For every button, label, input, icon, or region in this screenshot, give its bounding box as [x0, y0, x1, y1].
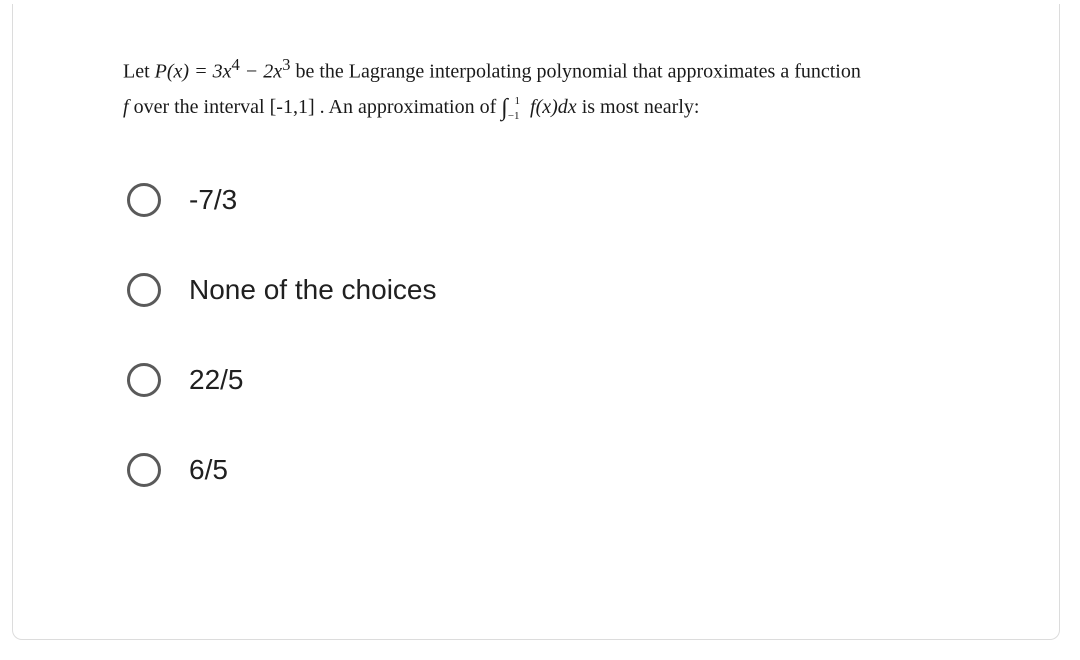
radio-icon[interactable] — [127, 273, 161, 307]
stem-text: Let — [123, 61, 155, 83]
poly-mid: − 2x — [240, 61, 282, 83]
option-2[interactable]: 22/5 — [127, 363, 999, 397]
integral-sign: ∫ — [501, 95, 508, 121]
option-3[interactable]: 6/5 — [127, 453, 999, 487]
question-stem: Let P(x) = 3x4 − 2x3 be the Lagrange int… — [123, 52, 973, 125]
exp-4: 4 — [231, 55, 239, 74]
poly-lhs: P(x) = 3x — [155, 61, 232, 83]
stem-tail: is most nearly: — [577, 96, 700, 118]
radio-icon[interactable] — [127, 453, 161, 487]
stem-mid1: be the Lagrange interpolating polynomial… — [290, 61, 860, 83]
int-lower: −1 — [508, 110, 520, 122]
question-card: Let P(x) = 3x4 − 2x3 be the Lagrange int… — [12, 4, 1060, 640]
int-upper: 1 — [515, 95, 521, 107]
stem-mid2: over the interval [-1,1] . An approximat… — [129, 96, 502, 118]
option-label: -7/3 — [189, 184, 237, 216]
option-label: 22/5 — [189, 364, 244, 396]
option-label: 6/5 — [189, 454, 228, 486]
option-label: None of the choices — [189, 274, 437, 306]
radio-icon[interactable] — [127, 183, 161, 217]
options-group: -7/3 None of the choices 22/5 6/5 — [123, 183, 999, 487]
option-1[interactable]: None of the choices — [127, 273, 999, 307]
radio-icon[interactable] — [127, 363, 161, 397]
integrand: f(x)dx — [525, 96, 577, 118]
option-0[interactable]: -7/3 — [127, 183, 999, 217]
